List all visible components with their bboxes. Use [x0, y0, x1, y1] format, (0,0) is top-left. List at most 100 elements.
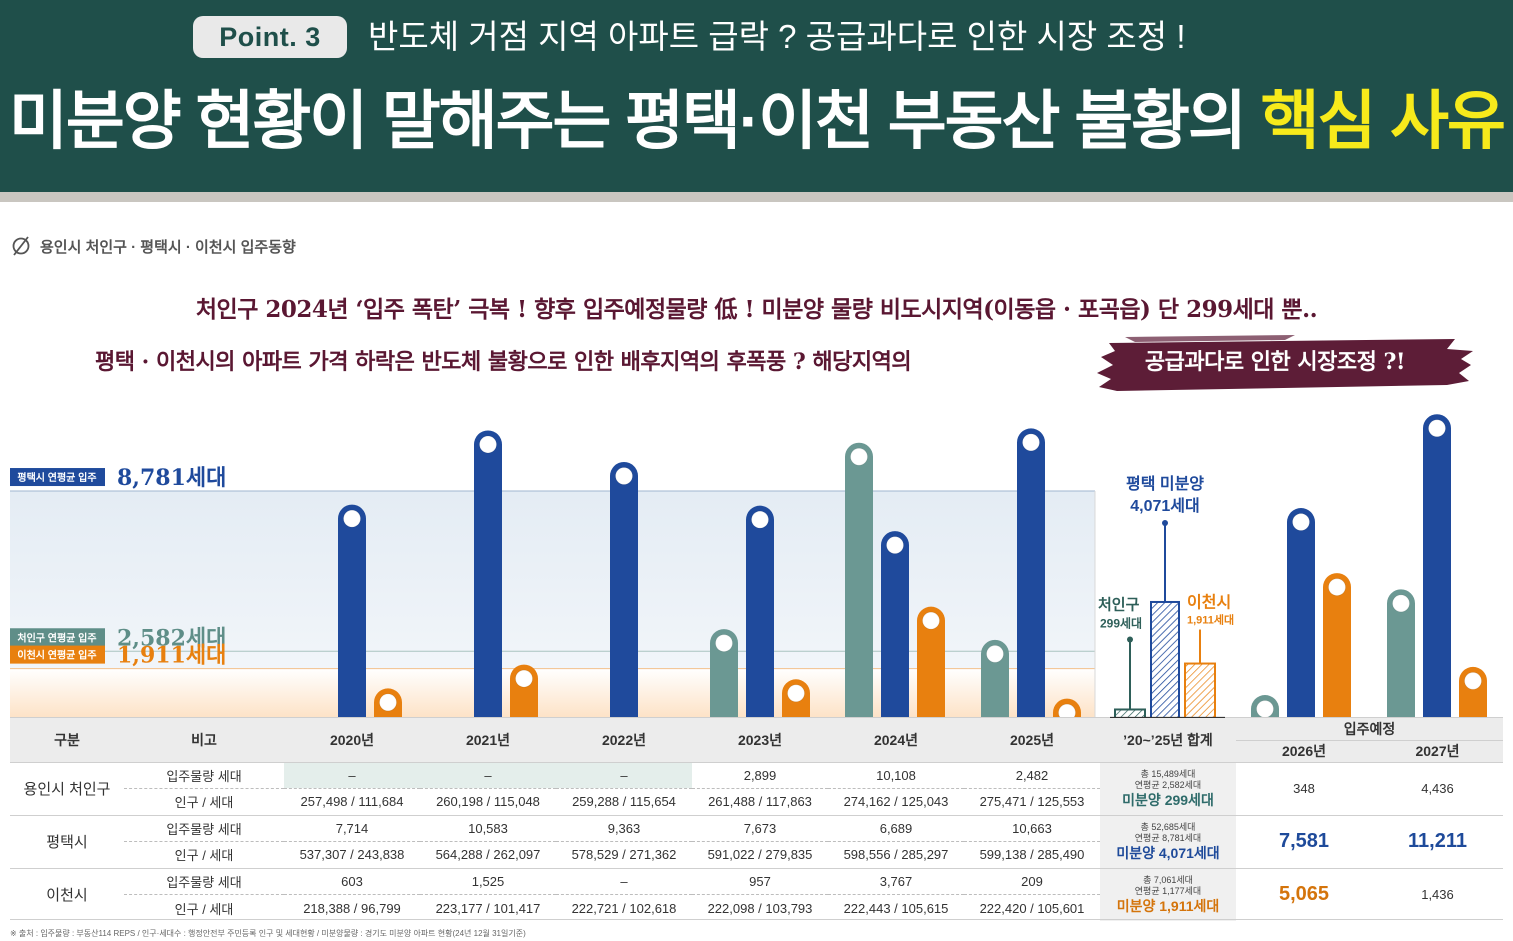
bar-cap-dot — [886, 536, 904, 555]
average-value: 8,781세대 — [117, 465, 226, 491]
average-label: 이천시 연평균 입주 1,911세대 — [10, 643, 226, 669]
bar-cap-dot — [515, 669, 533, 688]
header-year: 2022년 — [556, 718, 692, 762]
header-note: 비고 — [124, 718, 284, 762]
unsold-whisker-dot — [1127, 636, 1133, 643]
slash-circle-icon — [12, 236, 30, 256]
bar — [917, 606, 945, 718]
sum-average: 연평균 1,177세대 — [1134, 886, 1202, 897]
supply-cell: – — [420, 761, 556, 789]
supply-cell: 7,673 — [692, 814, 828, 842]
header-subtitle: 반도체 거점 지역 아파트 급락 ? 공급과다로 인한 시장 조정 ! — [368, 18, 1186, 55]
average-value: 1,911세대 — [117, 643, 226, 669]
bar — [1017, 428, 1045, 718]
population-cell: 260,198 / 115,048 — [420, 788, 556, 815]
table-row: 평택시 입주물량 세대 7,714 10,583 9,363 7,673 6,6… — [10, 814, 1503, 868]
plan-cell: 5,065 — [1236, 867, 1372, 921]
unsold-box — [1184, 662, 1216, 719]
population-cell: 537,307 / 243,838 — [284, 841, 420, 868]
unsold-name: 평택 미분양 — [1126, 475, 1204, 493]
sum-unsold: 미분양 4,071세대 — [1116, 845, 1220, 861]
point-badge: Point. 3 — [193, 16, 347, 58]
supply-cell: 209 — [964, 867, 1100, 895]
population-cell: 275,471 / 125,553 — [964, 788, 1100, 815]
sum-average: 연평균 2,582세대 — [1134, 780, 1202, 790]
bar-cap-dot — [1292, 513, 1310, 532]
population-cell: 222,420 / 105,601 — [964, 894, 1100, 921]
sum-cell: 총 7,061세대 연평균 1,177세대 미분양 1,911세대 — [1100, 867, 1236, 921]
unsold-value: 1,911세대 — [1187, 613, 1234, 627]
brush-stroke-shape — [1097, 335, 1473, 391]
population-cell: 218,388 / 96,799 — [284, 894, 420, 921]
bar — [1423, 414, 1451, 718]
average-tag-text: 처인구 연평균 입주 — [17, 631, 96, 644]
headline-2: 평택 · 이천시의 아파트 가격 하락은 반도체 불황으로 인한 배후지역의 후… — [95, 349, 912, 375]
region-name: 용인시 처인구 — [10, 761, 124, 815]
bar-cap-dot — [986, 644, 1004, 663]
sum-total: 총 7,061세대 — [1143, 875, 1193, 886]
supply-cell: – — [284, 761, 420, 789]
population-cell: 257,498 / 111,684 — [284, 788, 420, 815]
bar-cap-dot — [1464, 671, 1482, 690]
supply-cell: 6,689 — [828, 814, 964, 842]
region-name: 평택시 — [10, 814, 124, 868]
population-cell: 223,177 / 101,417 — [420, 894, 556, 921]
average-tag-bg — [10, 628, 105, 647]
bar-group — [10, 414, 1503, 720]
row-label: 입주물량 세대 — [124, 867, 284, 895]
sum-total: 총 15,489세대 — [1140, 769, 1196, 779]
row-label: 입주물량 세대 — [124, 814, 284, 842]
header-sum: ’20~’25년 합계 — [1100, 718, 1236, 762]
supply-cell: – — [556, 761, 692, 789]
sum-average: 연평균 8,781세대 — [1134, 833, 1202, 843]
bar-cap-dot — [479, 435, 497, 454]
supply-cell: 957 — [692, 867, 828, 895]
header-year: 2020년 — [284, 718, 420, 762]
average-tag-text: 이천시 연평균 입주 — [17, 649, 96, 662]
headline-1: 처인구 2024년 ‘입주 폭탄’ 극복 ! 향후 입주예정물량 低 ! 미분양… — [195, 296, 1318, 323]
table-row: 인구 / 세대 537,307 / 243,838 564,288 / 262,… — [10, 841, 1503, 868]
bar-cap-dot — [343, 509, 361, 528]
bar — [746, 505, 774, 718]
title-main: 미분양 현황이 말해주는 평택·이천 부동산 불황의 — [9, 85, 1261, 157]
supply-cell: 10,108 — [828, 761, 964, 789]
bar-cap-dot — [1392, 594, 1410, 613]
unsold-value: 4,071세대 — [1130, 497, 1199, 515]
supply-cell: – — [556, 867, 692, 895]
average-value: 2,582세대 — [117, 625, 226, 651]
header-plan-year: 2027년 — [1372, 740, 1503, 762]
row-label: 입주물량 세대 — [124, 761, 284, 789]
supply-cell: 9,363 — [556, 814, 692, 842]
header-category: 구분 — [10, 718, 124, 762]
bar-cap-dot — [1328, 578, 1346, 597]
population-cell: 591,022 / 279,835 — [692, 841, 828, 868]
sum-unsold: 미분양 1,911세대 — [1116, 898, 1220, 915]
plan-cell: 1,436 — [1372, 867, 1503, 921]
bar-cap-dot — [615, 466, 633, 485]
bar-cap-dot — [850, 447, 868, 466]
bar — [1323, 573, 1351, 718]
supply-cell: 7,714 — [284, 814, 420, 842]
supply-cell: 2,482 — [964, 761, 1100, 789]
population-cell: 222,443 / 105,615 — [828, 894, 964, 921]
row-label: 인구 / 세대 — [124, 841, 284, 868]
supply-cell: 10,583 — [420, 814, 556, 842]
average-tag-text: 평택시 연평균 입주 — [17, 471, 96, 484]
title-highlight: 핵심 사유 — [1260, 85, 1506, 157]
bar-cap-dot — [1058, 703, 1076, 720]
population-cell: 274,162 / 125,043 — [828, 788, 964, 815]
table-row: 용인시 처인구 입주물량 세대 – – – 2,899 10,108 2,482… — [10, 761, 1503, 815]
population-cell: 564,288 / 262,097 — [420, 841, 556, 868]
plan-cell: 7,581 — [1236, 814, 1372, 868]
bar — [474, 430, 502, 718]
bar — [981, 639, 1009, 718]
bar-cap-dot — [787, 684, 805, 703]
bar-cap-dot — [715, 634, 733, 653]
bar-cap-dot — [922, 611, 940, 630]
table-row: 이천시 입주물량 세대 603 1,525 – 957 3,767 209 총 … — [10, 867, 1503, 921]
header-plan-year: 2026년 — [1236, 740, 1372, 762]
region-name: 이천시 — [10, 867, 124, 921]
average-tag-bg — [10, 645, 105, 664]
